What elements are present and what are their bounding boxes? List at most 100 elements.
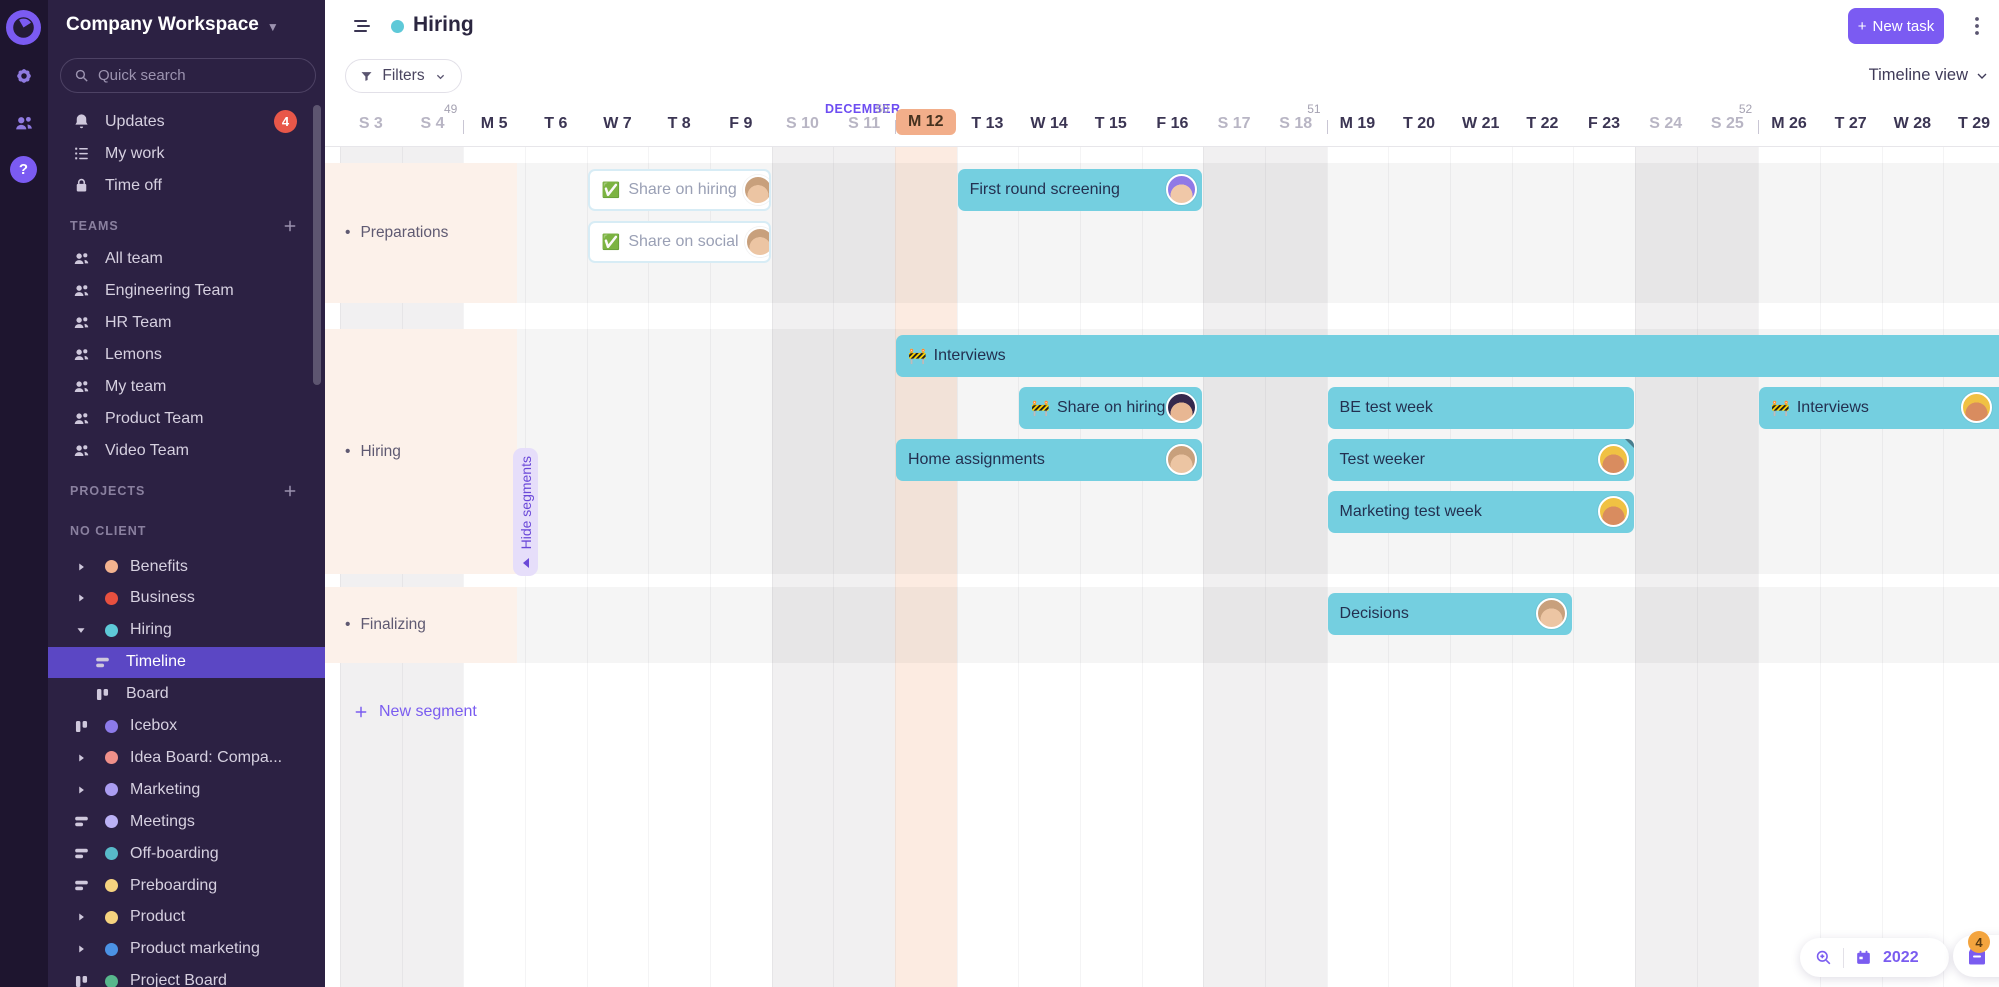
caret-icon [70,906,92,928]
sidebar-project-project-board[interactable]: Project Board [48,966,325,987]
sidebar-item-label: Updates [105,112,165,130]
day-column [1943,147,1999,987]
task-bar-test-weeker[interactable]: Test weeker [1327,439,1634,481]
new-segment-label: New segment [379,703,477,720]
sidebar-team-product-team[interactable]: Product Team [48,403,325,434]
workspace-logo-icon[interactable] [6,10,41,45]
avatar [1597,444,1629,475]
sidebar-project-product-marketing[interactable]: Product marketing [48,934,325,965]
sidebar-item-label: Product [130,908,186,926]
day-label: S 4 [420,115,445,132]
timeline-icon [70,875,92,897]
sidebar-project-off-boarding[interactable]: Off-boarding [48,838,325,869]
sidebar-project-marketing[interactable]: Marketing [48,774,325,805]
day-label: S 25 [1710,115,1744,132]
segments-list-icon[interactable] [350,14,374,38]
team-icon [70,248,92,270]
day-column [1758,147,1820,987]
tasks-icon [70,143,92,165]
day-label: S 17 [1217,115,1251,132]
workspace-switcher[interactable]: Company Workspace ▼ [66,10,311,40]
icon-rail: ? [0,0,48,987]
sidebar-project-hiring[interactable]: Hiring [48,615,325,646]
sidebar-project-benefits[interactable]: Benefits [48,551,325,582]
sidebar-item-label: Meetings [130,812,195,830]
project-color-dot [105,560,118,573]
day-column [956,147,1019,987]
task-bar-interviews[interactable]: 🚧 Interviews [895,335,1999,377]
task-bar-first-round-screening[interactable]: First round screening [957,169,1203,211]
task-bar-decisions[interactable]: Decisions [1327,593,1573,635]
task-bar-interviews[interactable]: 🚧 Interviews [1759,387,1999,429]
timeline-icon [70,811,92,833]
task-bar-home-assignments[interactable]: Home assignments [895,439,1203,481]
sidebar-project-preboarding[interactable]: Preboarding [48,870,325,901]
new-task-button[interactable]: + New task [1848,8,1944,44]
segment-label-cell[interactable]: • Finalizing [325,587,517,663]
day-label: F 16 [1156,115,1189,132]
sidebar-project-timeline[interactable]: Timeline [48,646,325,678]
sidebar-item-label: Icebox [130,717,178,734]
add-project-icon[interactable] [282,483,298,499]
add-team-icon[interactable] [282,218,298,234]
sidebar-team-video-team[interactable]: Video Team [48,435,325,466]
task-bar-marketing-test-week[interactable]: Marketing test week [1327,491,1634,533]
sidebar-team-engineering-team[interactable]: Engineering Team [48,275,325,306]
zoom-in-icon[interactable] [1814,948,1833,967]
sidebar-project-idea-board-compa-[interactable]: Idea Board: Compa... [48,742,325,773]
task-bar-share-on-hiring[interactable]: 🚧 Share on hiring [1019,387,1203,429]
sidebar-item-label: Timeline [126,653,186,671]
help-icon[interactable]: ? [10,156,37,183]
gear-icon[interactable] [11,63,37,89]
quick-search[interactable] [60,58,316,93]
day-column [771,147,834,987]
members-icon[interactable] [11,110,37,136]
sidebar-project-product[interactable]: Product [48,902,325,933]
day-label: M 19 [1339,115,1376,132]
sidebar-item-my-work[interactable]: My work [48,138,325,169]
day-column [1511,147,1574,987]
project-color-dot [105,942,118,956]
avatar [1961,392,1993,423]
sidebar-scrollbar[interactable] [313,105,321,385]
sidebar-project-meetings[interactable]: Meetings [48,806,325,837]
sidebar-item-time-off[interactable]: Time off [48,170,325,201]
project-color-dot [105,910,118,924]
more-options-icon[interactable] [1965,14,1989,38]
sidebar-team-my-team[interactable]: My team [48,371,325,402]
sidebar-item-updates[interactable]: Updates 4 [48,106,325,137]
task-bar-share-on-hiring[interactable]: ✅Share on hiringfo [587,169,771,211]
search-input[interactable] [98,67,278,84]
sidebar-team-lemons[interactable]: Lemons [48,339,325,370]
avatar [1166,392,1198,423]
month-label: DECEMBER [825,102,901,116]
task-bar-be-test-week[interactable]: BE test week [1327,387,1634,429]
avatar [1166,174,1198,205]
new-segment-button[interactable]: New segment [353,703,477,721]
sidebar-item-label: Time off [105,176,162,194]
segment-label-cell[interactable]: • Hiring [325,329,517,574]
task-bar-share-on-social[interactable]: ✅Share on socialli [587,221,771,263]
day-label: W 21 [1462,115,1500,132]
sidebar: Company Workspace ▼ Updates 4 My work Time … [48,0,325,987]
sidebar-project-icebox[interactable]: Icebox [48,711,325,742]
year-label[interactable]: 2022 [1883,948,1919,966]
caret-icon [70,747,92,769]
segment-label-cell[interactable]: • Preparations [325,163,517,303]
week-tick [1326,120,1328,134]
project-color-dot [105,783,118,797]
hide-segments-button[interactable]: Hide segments [513,448,538,576]
view-switcher[interactable]: Timeline view [1820,66,1990,85]
calendar-icon[interactable] [1854,948,1873,967]
day-column [1203,147,1265,987]
sidebar-project-board[interactable]: Board [48,679,325,710]
timeline-zoom-controls: 2022 [1800,938,1949,977]
sidebar-item-label: Engineering Team [105,281,234,299]
sidebar-team-all-team[interactable]: All team [48,243,325,274]
projects-header: PROJECTS [70,483,310,499]
chevron-down-icon: ▼ [266,19,279,34]
filters-button[interactable]: Filters [345,59,462,93]
sidebar-team-hr-team[interactable]: HR Team [48,307,325,338]
day-column [1141,147,1204,987]
sidebar-project-business[interactable]: Business [48,583,325,614]
